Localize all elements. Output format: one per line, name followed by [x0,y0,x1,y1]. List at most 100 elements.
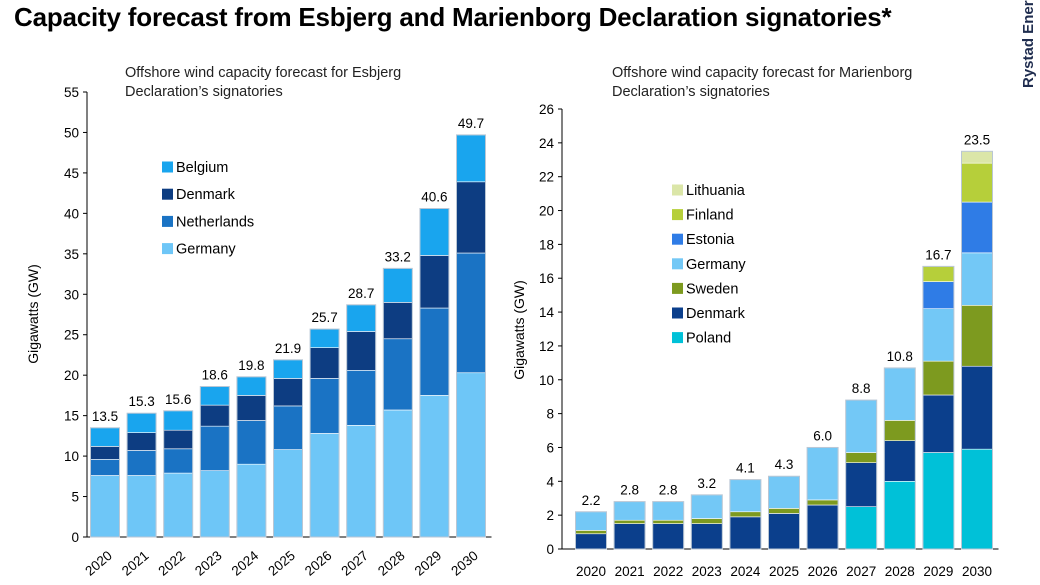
bar-segment-netherlands [200,425,230,471]
legend-swatch-lithuania [672,184,683,196]
bar-segment-poland [845,506,878,550]
y-tick-label: 25 [64,328,79,343]
bar-segment-germany [883,367,916,421]
bar-segment-germany [613,501,646,521]
x-tick-label: 2020 [82,548,115,579]
bar-segment-denmark [690,523,723,550]
x-tick-label: 2027 [338,548,371,579]
bar-outline [922,265,955,550]
bar-segment-belgium [346,304,377,332]
bar-total-label: 3.2 [697,476,716,491]
bar-segment-belgium [456,134,486,183]
bar-segment-denmark [126,432,157,451]
bar-segment-belgium [273,359,303,379]
bar-segment-netherlands [309,378,340,434]
legend-label-germany: Germany [686,257,746,273]
bar-outline [419,208,450,538]
bar-outline [768,475,800,550]
bar-total-label: 19.8 [238,358,264,373]
x-tick-label: 2028 [885,564,915,579]
bar-segment-poland [922,452,955,550]
bar-outline [575,511,607,550]
esbjerg-chart: Offshore wind capacity forecast for Esbj… [25,65,492,579]
bar-segment-sweden [613,519,646,524]
bar-outline [652,501,685,550]
bar-segment-germany [273,449,303,538]
bar-segment-poland [883,481,916,550]
bar-segment-netherlands [273,405,303,450]
bar-segment-sweden [845,452,878,463]
legend-label-estonia: Estonia [686,232,735,248]
legend-label-lithuania: Lithuania [686,183,746,199]
legend-swatch-denmark [672,307,683,319]
y-tick-label: 50 [64,125,79,140]
bar-total-label: 18.6 [202,368,228,383]
bar-total-label: 13.5 [92,409,118,424]
bar-segment-denmark [200,404,230,427]
y-tick-label: 6 [546,440,554,455]
bar-segment-denmark [309,347,340,379]
bar-outline [690,494,723,550]
bar-outline [346,304,377,538]
bar-segment-denmark [652,523,685,550]
chart-subtitle-line-2: Declaration’s signatories [125,84,283,100]
bar-segment-germany [309,433,340,538]
x-tick-label: 2029 [923,564,953,579]
x-tick-label: 2029 [412,548,445,579]
bar-segment-denmark [382,302,413,340]
bar-segment-germany [652,501,685,521]
bar-outline [236,376,267,538]
chart-subtitle-line-2: Declaration’s signatories [612,84,770,100]
bar-segment-netherlands [90,459,120,476]
bar-segment-estonia [961,201,993,254]
bar-outline [126,412,157,538]
x-tick-label: 2020 [576,564,606,579]
y-tick-label: 18 [539,237,554,252]
bar-outline [199,386,230,538]
y-tick-label: 20 [539,204,554,219]
bar-segment-denmark [273,378,303,407]
y-axis-title: Gigawatts (GW) [511,280,527,380]
y-tick-label: 15 [64,409,79,424]
bar-total-label: 25.7 [311,310,337,325]
bar-segment-sweden [575,530,607,535]
bar-outline [613,501,646,550]
bar-outline [273,359,303,538]
bar-segment-germany [419,395,450,538]
bar-segment-germany [845,399,878,453]
bar-segment-denmark [236,395,267,421]
y-tick-label: 0 [546,542,554,557]
bar-segment-germany [382,409,413,538]
y-tick-label: 30 [64,287,79,302]
x-tick-label: 2026 [302,548,335,579]
legend-label-belgium: Belgium [176,160,228,176]
x-tick-label: 2022 [155,548,188,579]
bar-total-label: 49.7 [458,116,484,131]
page-title: Capacity forecast from Esbjerg and Marie… [14,2,892,32]
bar-outline [806,446,839,550]
bar-outline [729,479,762,550]
bar-segment-denmark [90,446,120,460]
bar-segment-denmark [163,429,193,450]
x-tick-label: 2030 [962,564,992,579]
legend-label-poland: Poland [686,331,731,347]
bar-segment-germany [961,252,993,306]
bar-outline [90,427,120,538]
bar-outline [309,328,340,538]
y-tick-label: 35 [64,247,79,262]
bar-segment-netherlands [126,450,157,476]
bar-segment-germany [768,475,800,509]
legend-swatch-estonia [672,233,683,245]
bar-segment-denmark [806,504,839,550]
bar-total-label: 16.7 [925,247,951,262]
bar-segment-germany [126,475,157,538]
bar-segment-denmark [961,365,993,450]
bar-total-label: 15.3 [128,394,154,409]
bar-segment-germany [690,494,723,519]
bar-segment-denmark [729,516,762,550]
bar-segment-netherlands [382,338,413,411]
bar-outline [961,150,993,550]
y-tick-label: 4 [546,474,554,489]
y-tick-label: 14 [539,305,555,320]
legend-swatch-denmark [162,188,173,200]
